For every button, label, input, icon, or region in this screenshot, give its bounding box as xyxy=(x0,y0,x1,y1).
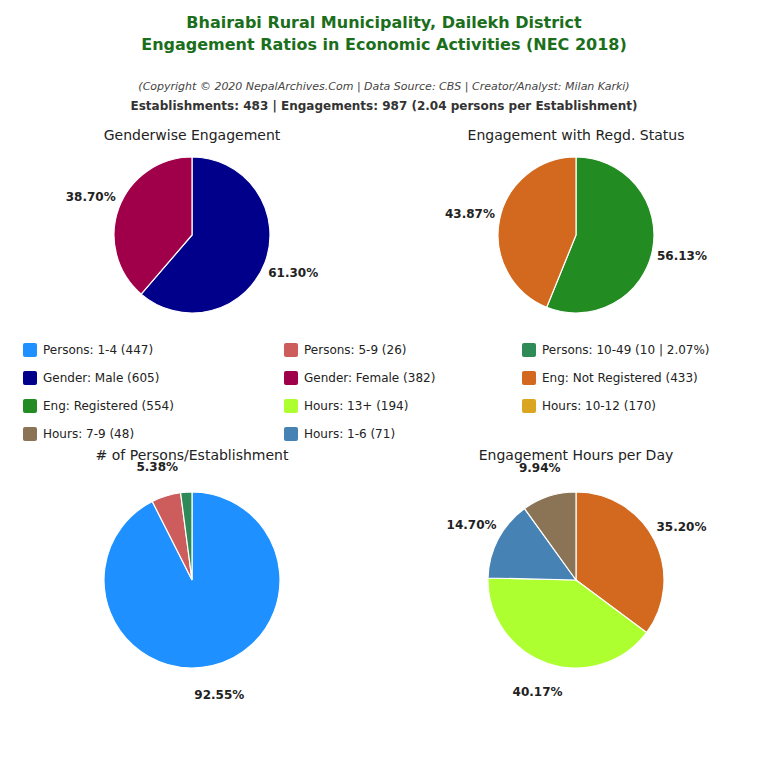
data-label: 43.87% xyxy=(445,207,495,221)
legend-swatch xyxy=(284,427,298,441)
pie-slice xyxy=(488,578,647,668)
pie-chart: # of Persons/Establishment 92.55% 5.38% xyxy=(96,447,289,702)
pie-slice xyxy=(525,492,576,580)
legend-swatch xyxy=(284,371,298,385)
data-label: 92.55% xyxy=(194,688,244,702)
subtitle: (Copyright © 2020 NepalArchives.Com | Da… xyxy=(138,80,629,93)
pie-slice xyxy=(181,492,192,580)
legend-entry: Hours: 7-9 (48) xyxy=(43,427,134,441)
pie-slice xyxy=(152,493,192,580)
pie-slice xyxy=(104,492,280,668)
legend-entry: Persons: 1-4 (447) xyxy=(43,343,153,357)
title: Bhairabi Rural Municipality, Dailekh Dis… xyxy=(186,13,582,32)
pie-title: Engagement Hours per Day xyxy=(479,447,674,463)
legend-swatch xyxy=(522,399,536,413)
legend-entry: Hours: 1-6 (71) xyxy=(304,427,395,441)
legend-swatch xyxy=(284,399,298,413)
pie-chart: Engagement with Regd. Status 56.13% 43.87% xyxy=(445,127,707,313)
legend-swatch xyxy=(522,371,536,385)
pie-slice xyxy=(114,157,192,294)
legend-entry: Eng: Not Registered (433) xyxy=(542,371,698,385)
title: Engagement Ratios in Economic Activities… xyxy=(141,35,627,54)
legend-swatch xyxy=(23,399,37,413)
legend-entry: Hours: 13+ (194) xyxy=(304,399,408,413)
legend: Persons: 1-4 (447) Persons: 5-9 (26) Perso… xyxy=(23,343,710,441)
data-label: 56.13% xyxy=(657,249,707,263)
background xyxy=(0,0,768,768)
data-label: 9.94% xyxy=(519,461,561,475)
data-label: 35.20% xyxy=(656,520,706,534)
data-label: 61.30% xyxy=(268,266,318,280)
pie-title: Engagement with Regd. Status xyxy=(468,127,685,143)
legend-swatch xyxy=(522,343,536,357)
annotation: Establishments: 483 | Engagements: 987 (… xyxy=(131,99,638,113)
data-labels: 35.20% 40.17% 14.70% 9.94% xyxy=(447,461,707,699)
data-label: 38.70% xyxy=(66,190,116,204)
pie-chart: Genderwise Engagement 61.30% 38.70% xyxy=(66,127,319,313)
legend-entry: Hours: 10-12 (170) xyxy=(542,399,656,413)
legend-swatch xyxy=(23,371,37,385)
legend-entry: Gender: Female (382) xyxy=(304,371,435,385)
legend-swatch xyxy=(23,427,37,441)
legend-entry: Gender: Male (605) xyxy=(43,371,159,385)
header: Bhairabi Rural Municipality, Dailekh Dis… xyxy=(131,13,638,113)
legend-swatch xyxy=(23,343,37,357)
data-label: 5.38% xyxy=(136,460,178,474)
figure: Bhairabi Rural Municipality, Dailekh Dis… xyxy=(0,0,768,768)
data-label: 14.70% xyxy=(447,518,497,532)
pie-title: # of Persons/Establishment xyxy=(96,447,289,463)
legend-swatch xyxy=(284,343,298,357)
legend-entry: Eng: Registered (554) xyxy=(43,399,174,413)
pie-chart: Engagement Hours per Day 35.20% 40.17% 14.7… xyxy=(447,447,707,699)
data-label: 40.17% xyxy=(513,685,563,699)
pie-slice xyxy=(498,157,576,307)
legend-entry: Persons: 10-49 (10 | 2.07%) xyxy=(542,343,710,357)
pie-title: Genderwise Engagement xyxy=(104,127,281,143)
legend-entry: Persons: 5-9 (26) xyxy=(304,343,406,357)
